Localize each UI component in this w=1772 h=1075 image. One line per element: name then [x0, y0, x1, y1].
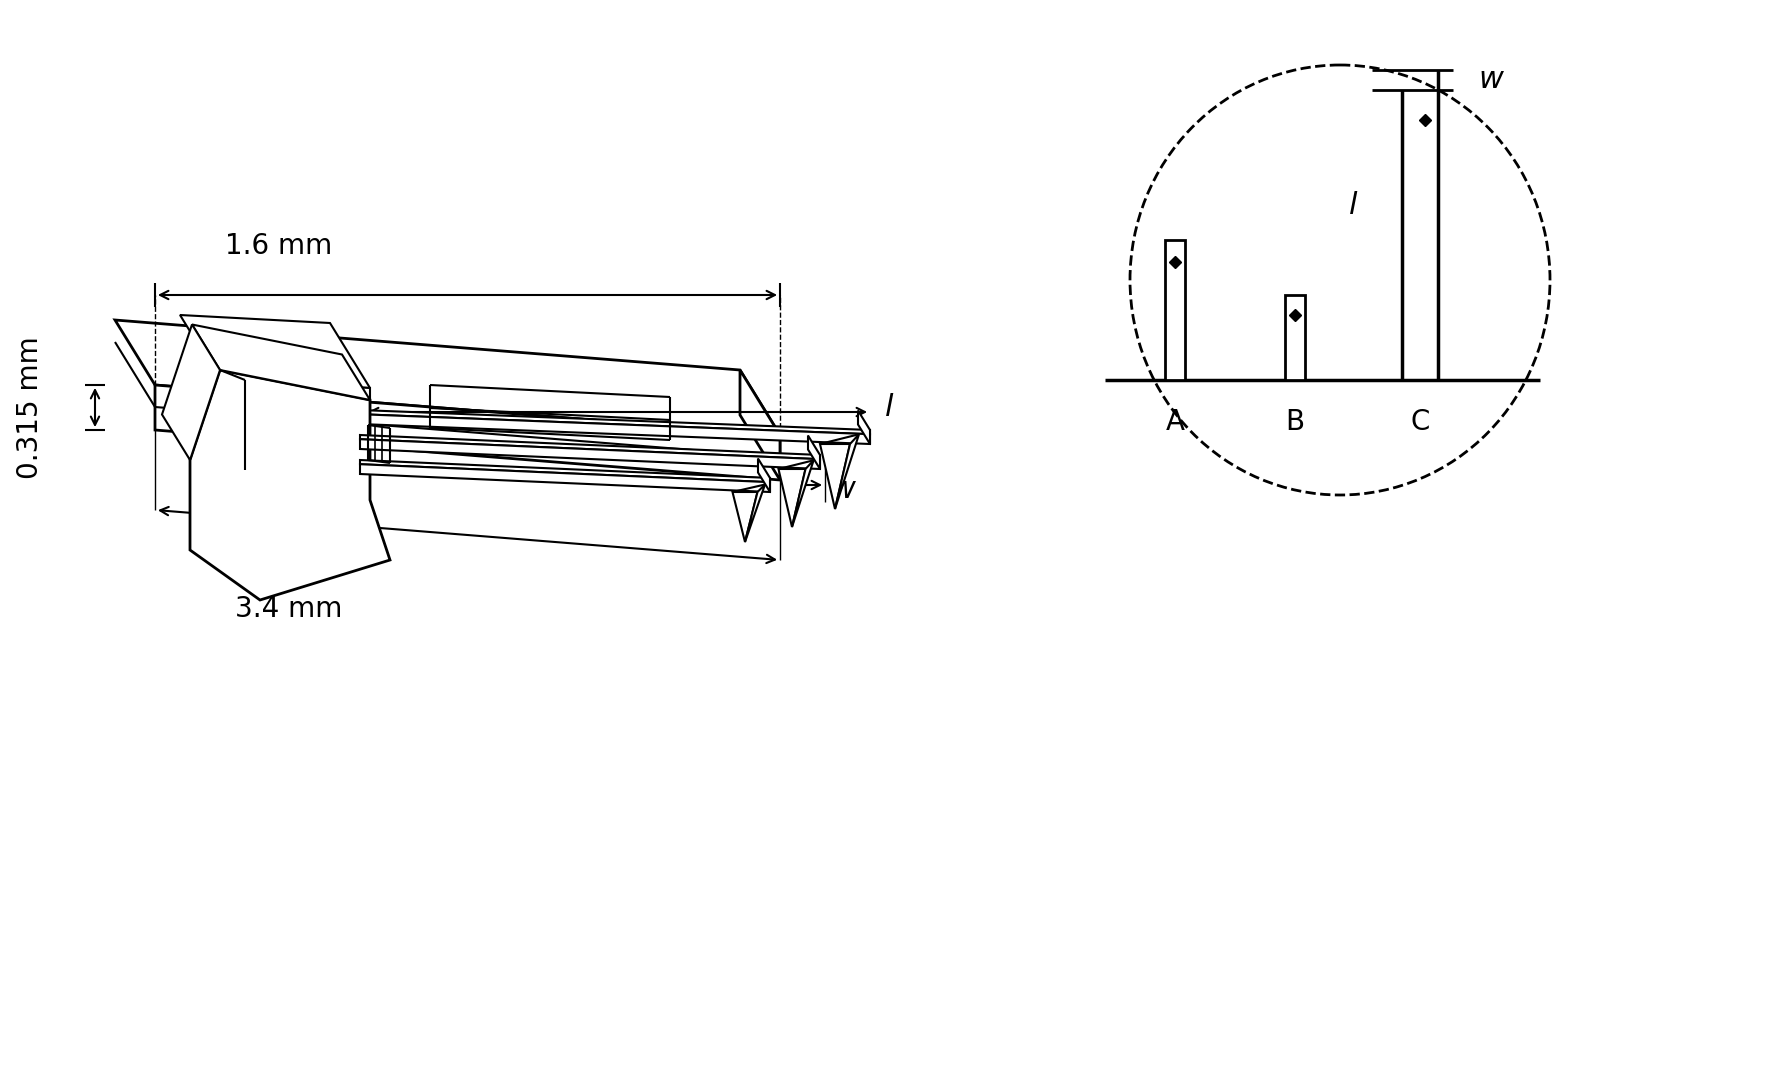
Text: 0.315 mm: 0.315 mm: [16, 336, 44, 478]
Polygon shape: [360, 464, 771, 492]
Polygon shape: [360, 414, 870, 444]
Polygon shape: [161, 325, 220, 460]
Polygon shape: [732, 492, 757, 542]
Polygon shape: [778, 469, 806, 527]
Polygon shape: [835, 434, 859, 508]
Text: 3.4 mm: 3.4 mm: [236, 594, 342, 623]
Polygon shape: [191, 325, 370, 400]
Text: B: B: [1285, 408, 1304, 436]
Polygon shape: [744, 485, 766, 542]
Polygon shape: [220, 379, 370, 443]
Text: 1.6 mm: 1.6 mm: [225, 232, 331, 260]
Polygon shape: [820, 444, 851, 508]
Text: A: A: [1166, 408, 1184, 436]
Polygon shape: [741, 370, 780, 481]
Polygon shape: [1164, 240, 1185, 379]
Text: l: l: [884, 392, 893, 421]
Polygon shape: [181, 315, 370, 388]
Polygon shape: [808, 435, 820, 469]
Text: C: C: [1411, 408, 1430, 436]
Polygon shape: [154, 385, 780, 481]
Text: w: w: [1478, 66, 1503, 95]
Polygon shape: [1285, 295, 1304, 379]
Polygon shape: [190, 370, 390, 600]
Polygon shape: [792, 460, 813, 527]
Polygon shape: [115, 320, 780, 435]
Text: w: w: [829, 475, 856, 504]
Polygon shape: [758, 459, 771, 492]
Polygon shape: [360, 440, 820, 469]
Polygon shape: [858, 411, 870, 444]
Polygon shape: [360, 460, 771, 483]
Text: l: l: [1348, 191, 1357, 220]
Polygon shape: [360, 435, 820, 459]
Polygon shape: [360, 410, 870, 434]
Ellipse shape: [1131, 64, 1550, 494]
